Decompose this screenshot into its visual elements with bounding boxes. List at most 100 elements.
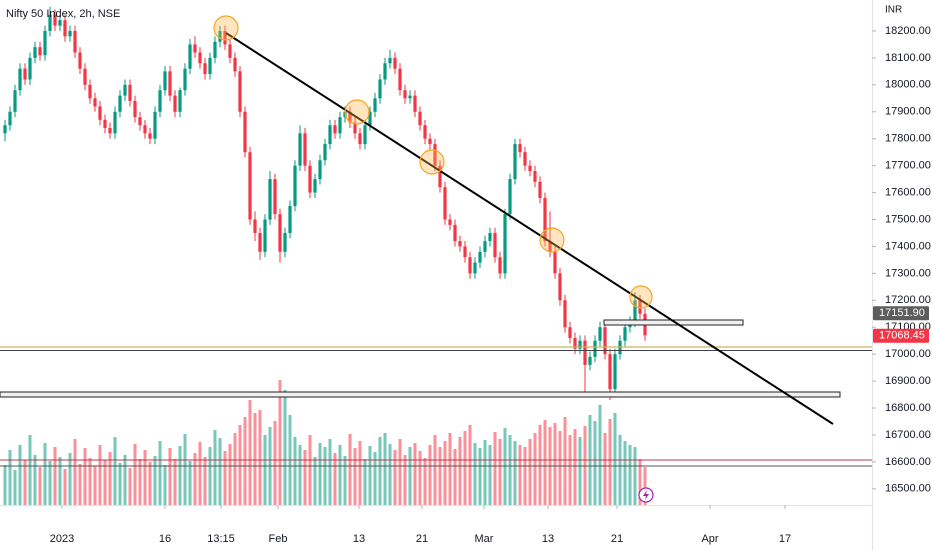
price-marker-label: 17068.45 bbox=[879, 330, 925, 342]
volume-bar bbox=[298, 445, 302, 505]
volume-bar bbox=[218, 438, 222, 505]
candle-body bbox=[613, 354, 617, 390]
candle-body bbox=[58, 20, 62, 26]
candle-body bbox=[478, 251, 482, 263]
candle-body bbox=[543, 197, 547, 242]
candle-body bbox=[53, 14, 57, 26]
candle-body bbox=[398, 68, 402, 91]
price-marker bbox=[873, 328, 929, 343]
volume-bar bbox=[598, 405, 602, 505]
touch-circle bbox=[629, 285, 653, 309]
volume-bar bbox=[428, 445, 432, 505]
volume-bar bbox=[308, 435, 312, 505]
candle-body bbox=[503, 214, 507, 274]
volume-layer bbox=[3, 380, 647, 505]
x-tick-label: 21 bbox=[611, 533, 623, 545]
candle-body bbox=[133, 101, 137, 118]
candle-body bbox=[433, 144, 437, 166]
currency-label: INR bbox=[885, 5, 902, 16]
y-tick-label: 17300.00 bbox=[885, 267, 931, 279]
y-tick-label: 17000.00 bbox=[885, 348, 931, 360]
volume-bar bbox=[93, 466, 97, 505]
candle-body bbox=[168, 71, 172, 96]
candle-body bbox=[68, 30, 72, 37]
y-tick-label: 18200.00 bbox=[885, 25, 931, 37]
y-tick-label: 18000.00 bbox=[885, 79, 931, 91]
candle-body bbox=[323, 144, 327, 161]
candle-body bbox=[368, 111, 372, 126]
candle-body bbox=[373, 98, 377, 112]
candle-body bbox=[513, 144, 517, 180]
volume-bar bbox=[568, 435, 572, 505]
candle-body bbox=[163, 71, 167, 91]
candle-body bbox=[78, 52, 82, 69]
candle-body bbox=[623, 327, 627, 341]
support-zone bbox=[0, 391, 841, 398]
volume-bar bbox=[143, 450, 147, 505]
volume-bar bbox=[478, 448, 482, 505]
volume-bar bbox=[188, 461, 192, 505]
volume-bar bbox=[573, 429, 577, 505]
candle-body bbox=[253, 219, 257, 233]
candle-body bbox=[283, 232, 287, 252]
volume-bar bbox=[438, 447, 442, 505]
candle-body bbox=[363, 125, 367, 145]
volume-bar bbox=[513, 441, 517, 505]
volume-bar bbox=[338, 445, 342, 505]
candle-body bbox=[223, 30, 227, 45]
touch-circle bbox=[213, 15, 239, 41]
volume-bar bbox=[623, 441, 627, 505]
volume-bar bbox=[13, 470, 17, 505]
volume-bar bbox=[488, 445, 492, 505]
volume-bar bbox=[518, 445, 522, 505]
candle-body bbox=[118, 95, 122, 112]
candle-body bbox=[488, 232, 492, 242]
volume-bar bbox=[413, 443, 417, 505]
candle-body bbox=[103, 119, 107, 128]
volume-bar bbox=[48, 461, 52, 505]
volume-bar bbox=[638, 459, 642, 505]
volume-bar bbox=[113, 437, 117, 505]
candle-body bbox=[598, 327, 602, 341]
candle-body bbox=[98, 106, 102, 120]
candle-body bbox=[523, 152, 527, 166]
price-marker bbox=[873, 306, 929, 321]
candle-body bbox=[153, 111, 157, 139]
candle-body bbox=[583, 340, 587, 365]
volume-bar bbox=[133, 444, 137, 505]
candle-body bbox=[308, 165, 312, 193]
y-tick-label: 16900.00 bbox=[885, 375, 931, 387]
volume-bar bbox=[433, 435, 437, 505]
candle-body bbox=[113, 111, 117, 134]
candle-body bbox=[108, 127, 112, 134]
touch-markers bbox=[213, 15, 653, 309]
volume-bar bbox=[123, 455, 127, 505]
candle-body bbox=[333, 125, 337, 134]
volume-bar bbox=[348, 434, 352, 505]
candle-body bbox=[593, 340, 597, 357]
volume-bar bbox=[313, 457, 317, 505]
volume-bar bbox=[603, 433, 607, 505]
volume-bar bbox=[18, 445, 22, 505]
volume-bar bbox=[318, 443, 322, 505]
candle-body bbox=[13, 90, 17, 112]
volume-bar bbox=[388, 444, 392, 505]
volume-bar bbox=[398, 439, 402, 505]
volume-bar bbox=[203, 457, 207, 505]
volume-bar bbox=[278, 380, 282, 505]
volume-bar bbox=[608, 419, 612, 505]
candle-body bbox=[143, 125, 147, 134]
candle-body bbox=[33, 47, 37, 58]
candle-body bbox=[483, 241, 487, 252]
volume-bar bbox=[28, 435, 32, 505]
resistance-zone bbox=[603, 319, 744, 326]
candle-body bbox=[8, 111, 12, 126]
touch-circle bbox=[539, 227, 565, 253]
candle-body bbox=[443, 187, 447, 220]
volume-bar bbox=[523, 447, 527, 505]
volume-bar bbox=[128, 468, 132, 505]
candle-body bbox=[403, 90, 407, 99]
alert-bolt bbox=[643, 490, 649, 500]
candle-body bbox=[388, 57, 392, 64]
volume-bar bbox=[173, 459, 177, 505]
